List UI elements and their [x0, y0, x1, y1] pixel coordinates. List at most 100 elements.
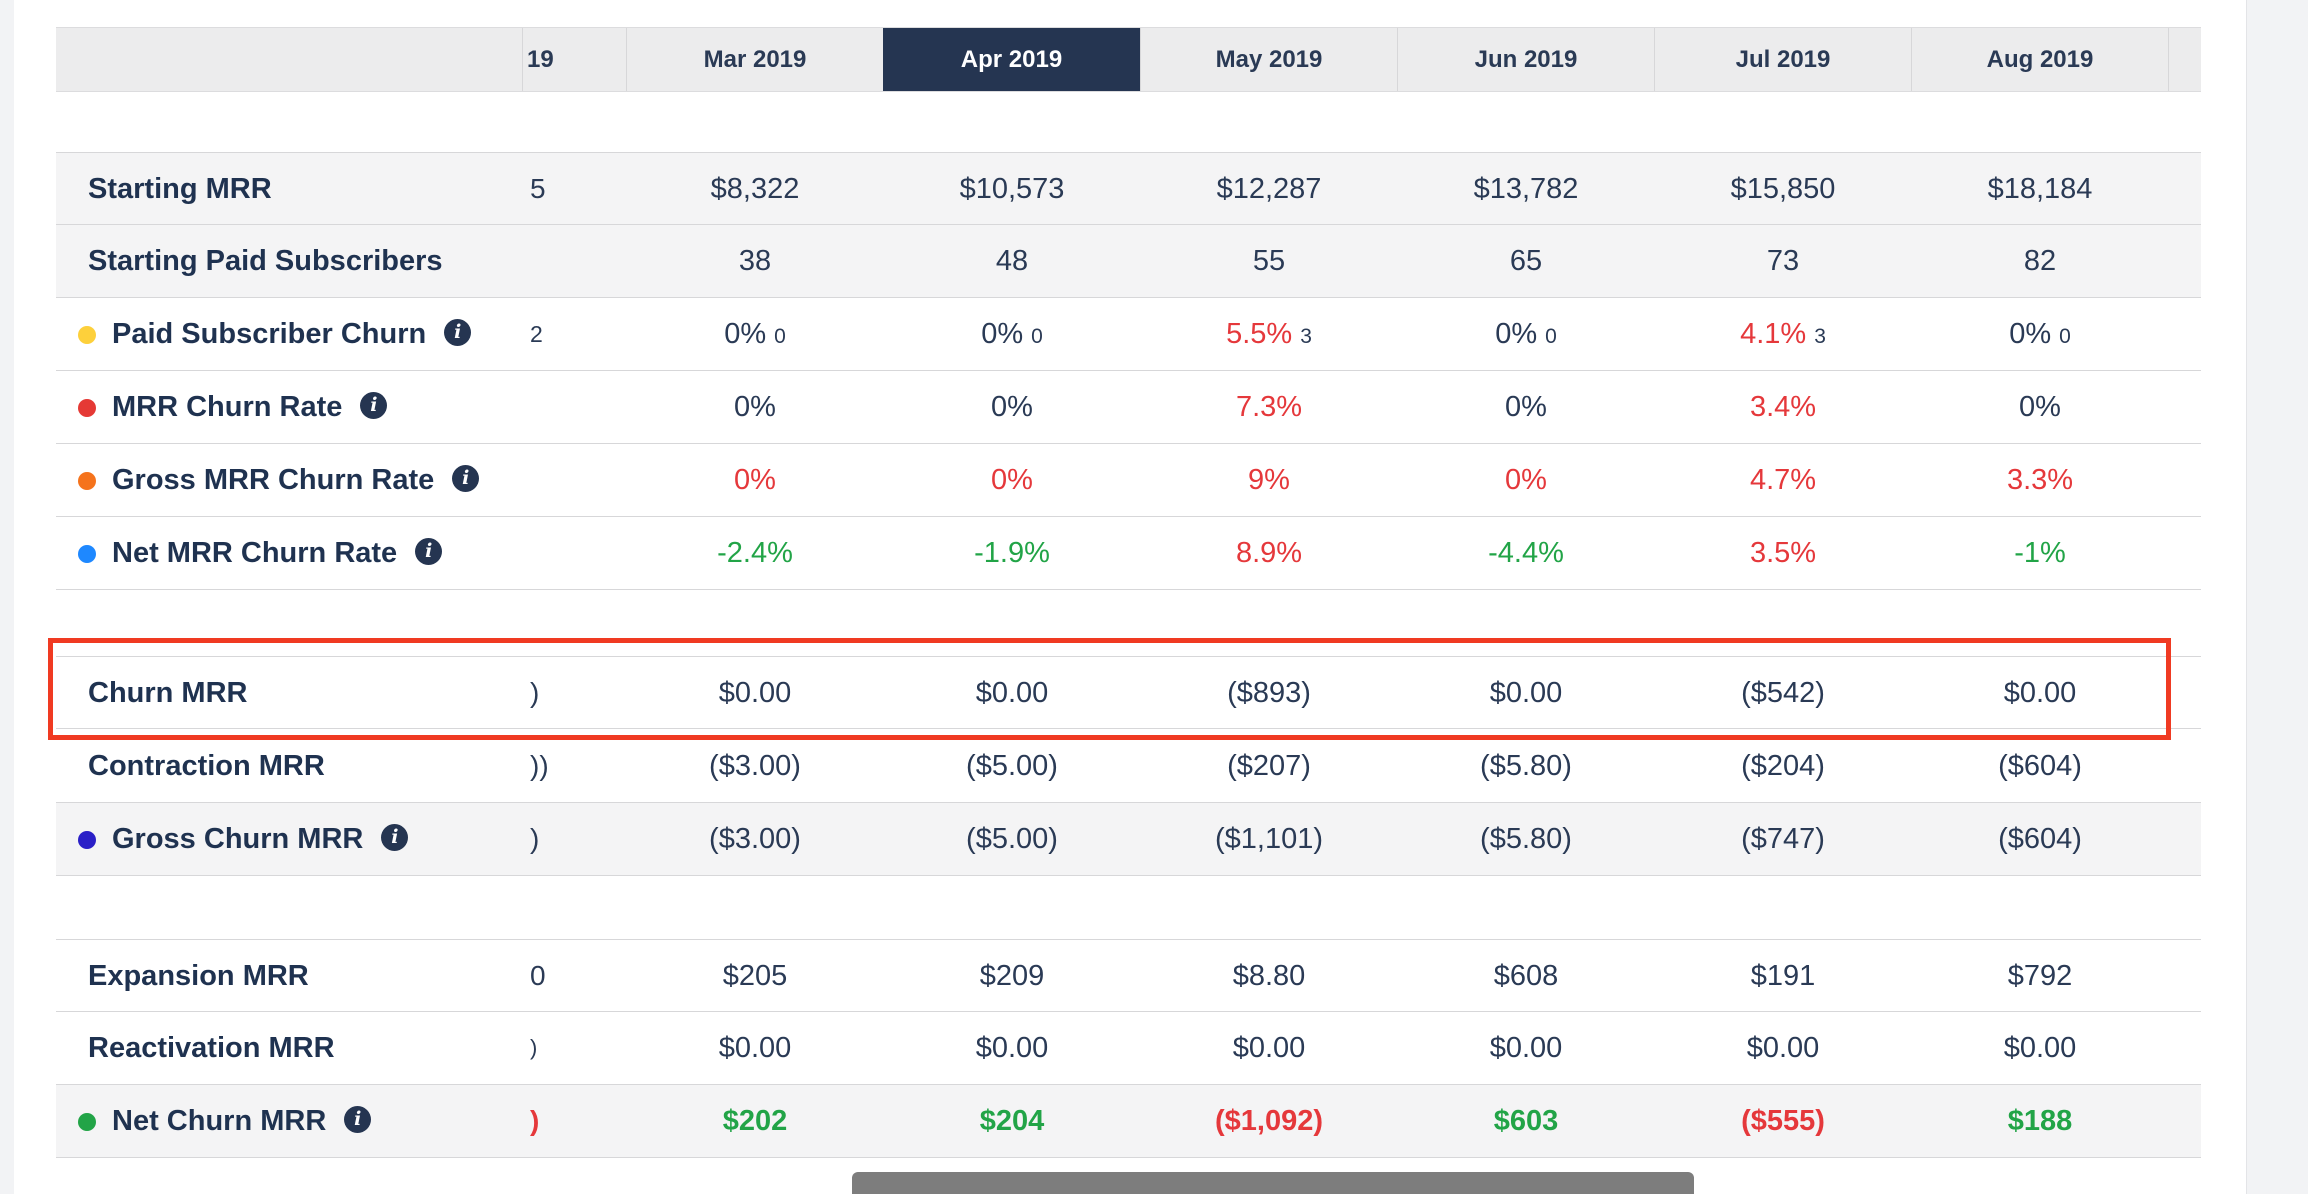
right-page-margin [2246, 0, 2308, 1194]
cell-jul: ($747) [1741, 823, 1825, 855]
cell-aug: 0% 0 [2009, 318, 2071, 350]
cell-mar: 0% [734, 391, 776, 423]
info-icon[interactable]: i [344, 1105, 372, 1133]
cell-aug: $18,184 [1987, 173, 2093, 205]
cell-jul: 4.7% [1749, 464, 1817, 496]
red-dot-icon[interactable] [78, 399, 96, 417]
table-row-gross-mrr-churn-rate: Gross MRR Churn Rate i 0% 0% 9% 0% 4.7% 3… [56, 444, 2201, 517]
cell-mar: $0.00 [718, 1032, 792, 1064]
cell-mar: $205 [722, 960, 788, 992]
cell-apr: $209 [979, 960, 1045, 992]
cell-mar: 38 [738, 245, 772, 277]
row-label-paid-subscriber-churn: Paid Subscriber Churn i [112, 298, 472, 370]
row-label-gross-churn-mrr: Gross Churn MRR i [112, 803, 409, 875]
cell-jun: ($5.80) [1480, 750, 1572, 782]
cell-apr: -1.9% [974, 537, 1050, 569]
clipped-cell: ) [530, 1035, 538, 1060]
row-label-churn-mrr: Churn MRR [88, 677, 248, 709]
cell-apr: $10,573 [959, 173, 1065, 205]
cell-mar: $0.00 [718, 677, 792, 709]
info-icon[interactable]: i [444, 318, 472, 346]
cell-aug: ($604) [1998, 823, 2082, 855]
cell-jun: $603 [1493, 1105, 1559, 1137]
blue-dot-icon[interactable] [78, 545, 96, 563]
orange-dot-icon[interactable] [78, 472, 96, 490]
cell-aug: $792 [2007, 960, 2073, 992]
cell-mar: $202 [722, 1105, 788, 1137]
cell-aug: ($604) [1998, 750, 2082, 782]
cell-may: ($1,092) [1214, 1105, 1323, 1137]
cell-may: ($1,101) [1214, 823, 1323, 855]
cell-aug: $188 [2007, 1105, 2073, 1137]
row-label-gross-mrr-churn-rate: Gross MRR Churn Rate i [112, 444, 480, 516]
cell-mar: ($3.00) [709, 823, 801, 855]
cell-jul: $15,850 [1730, 173, 1836, 205]
row-label-starting-paid-subscribers: Starting Paid Subscribers [88, 245, 443, 277]
yellow-dot-icon[interactable] [78, 326, 96, 344]
cell-apr: $0.00 [975, 1032, 1049, 1064]
table-row-starting-mrr: Starting MRR 5 $8,322 $10,573 $12,287 $1… [56, 152, 2201, 225]
cell-mar: 0% [734, 464, 776, 496]
cell-jun: -4.4% [1488, 537, 1564, 569]
info-icon[interactable]: i [381, 823, 409, 851]
row-label-expansion-mrr: Expansion MRR [88, 960, 309, 992]
month-header-jun-2019[interactable]: Jun 2019 [1397, 28, 1654, 91]
cell-aug: -1% [2014, 537, 2066, 569]
info-icon[interactable]: i [452, 464, 480, 492]
cell-may: 55 [1252, 245, 1286, 277]
month-header-apr-2019[interactable]: Apr 2019 [883, 28, 1140, 91]
cell-may: ($893) [1227, 677, 1311, 709]
horizontal-scrollbar-thumb[interactable] [852, 1172, 1694, 1194]
row-label-mrr-churn-rate: MRR Churn Rate i [112, 371, 388, 443]
cell-apr: $0.00 [975, 677, 1049, 709]
row-label-reactivation-mrr: Reactivation MRR [88, 1032, 335, 1064]
cell-apr: 0% 0 [981, 318, 1043, 350]
cell-apr: ($5.00) [966, 750, 1058, 782]
month-header-row: 19 Mar 2019 Apr 2019 May 2019 Jun 2019 J… [56, 27, 2201, 92]
table-row-gross-churn-mrr: Gross Churn MRR i ) ($3.00) ($5.00) ($1,1… [56, 803, 2201, 876]
cell-may: $0.00 [1232, 1032, 1306, 1064]
cell-may: $8.80 [1232, 960, 1306, 992]
cell-jul: ($555) [1741, 1105, 1825, 1137]
cell-jun: 65 [1509, 245, 1543, 277]
clipped-cell: 5 [530, 173, 546, 204]
cell-may: 9% [1248, 464, 1290, 496]
cell-jun: ($5.80) [1480, 823, 1572, 855]
month-header-may-2019[interactable]: May 2019 [1140, 28, 1397, 91]
clipped-cell: 0 [530, 960, 546, 991]
cell-jun: $0.00 [1489, 1032, 1563, 1064]
cell-jul: 73 [1766, 245, 1800, 277]
table-row-starting-paid-subscribers: Starting Paid Subscribers 38 48 55 65 73… [56, 225, 2201, 298]
cell-jun: $608 [1493, 960, 1559, 992]
green-dot-icon[interactable] [78, 1113, 96, 1131]
cell-jul: $191 [1750, 960, 1816, 992]
cell-jun: $0.00 [1489, 677, 1563, 709]
cell-jun: 0% [1505, 464, 1547, 496]
cell-jul: ($542) [1741, 677, 1825, 709]
cell-aug: $0.00 [2003, 677, 2077, 709]
cell-jul: ($204) [1741, 750, 1825, 782]
cell-may: 7.3% [1235, 391, 1303, 423]
month-header-aug-2019[interactable]: Aug 2019 [1911, 28, 2168, 91]
cell-jul: 4.1% 3 [1740, 318, 1826, 350]
month-header-clipped[interactable]: 19 [522, 28, 622, 91]
row-label-net-churn-mrr: Net Churn MRR i [112, 1085, 372, 1157]
row-label-net-mrr-churn-rate: Net MRR Churn Rate i [112, 517, 443, 589]
cell-may: 5.5% 3 [1226, 318, 1312, 350]
info-icon[interactable]: i [360, 391, 388, 419]
indigo-dot-icon[interactable] [78, 831, 96, 849]
month-header-jul-2019[interactable]: Jul 2019 [1654, 28, 1911, 91]
month-header-mar-2019[interactable]: Mar 2019 [626, 28, 883, 91]
cell-jun: $13,782 [1473, 173, 1579, 205]
cell-apr: 0% [991, 464, 1033, 496]
cell-aug: 0% [2019, 391, 2061, 423]
cell-jun: 0% [1505, 391, 1547, 423]
info-icon[interactable]: i [415, 537, 443, 565]
table-row-contraction-mrr: Contraction MRR )) ($3.00) ($5.00) ($207… [56, 730, 2201, 803]
cell-jul: $0.00 [1746, 1032, 1820, 1064]
cell-may: $12,287 [1216, 173, 1322, 205]
cell-apr: ($5.00) [966, 823, 1058, 855]
churn-metrics-panel: 19 Mar 2019 Apr 2019 May 2019 Jun 2019 J… [14, 0, 2246, 1194]
table-row-net-churn-mrr: Net Churn MRR i ) $202 $204 ($1,092) $603… [56, 1085, 2201, 1158]
cell-may: ($207) [1227, 750, 1311, 782]
